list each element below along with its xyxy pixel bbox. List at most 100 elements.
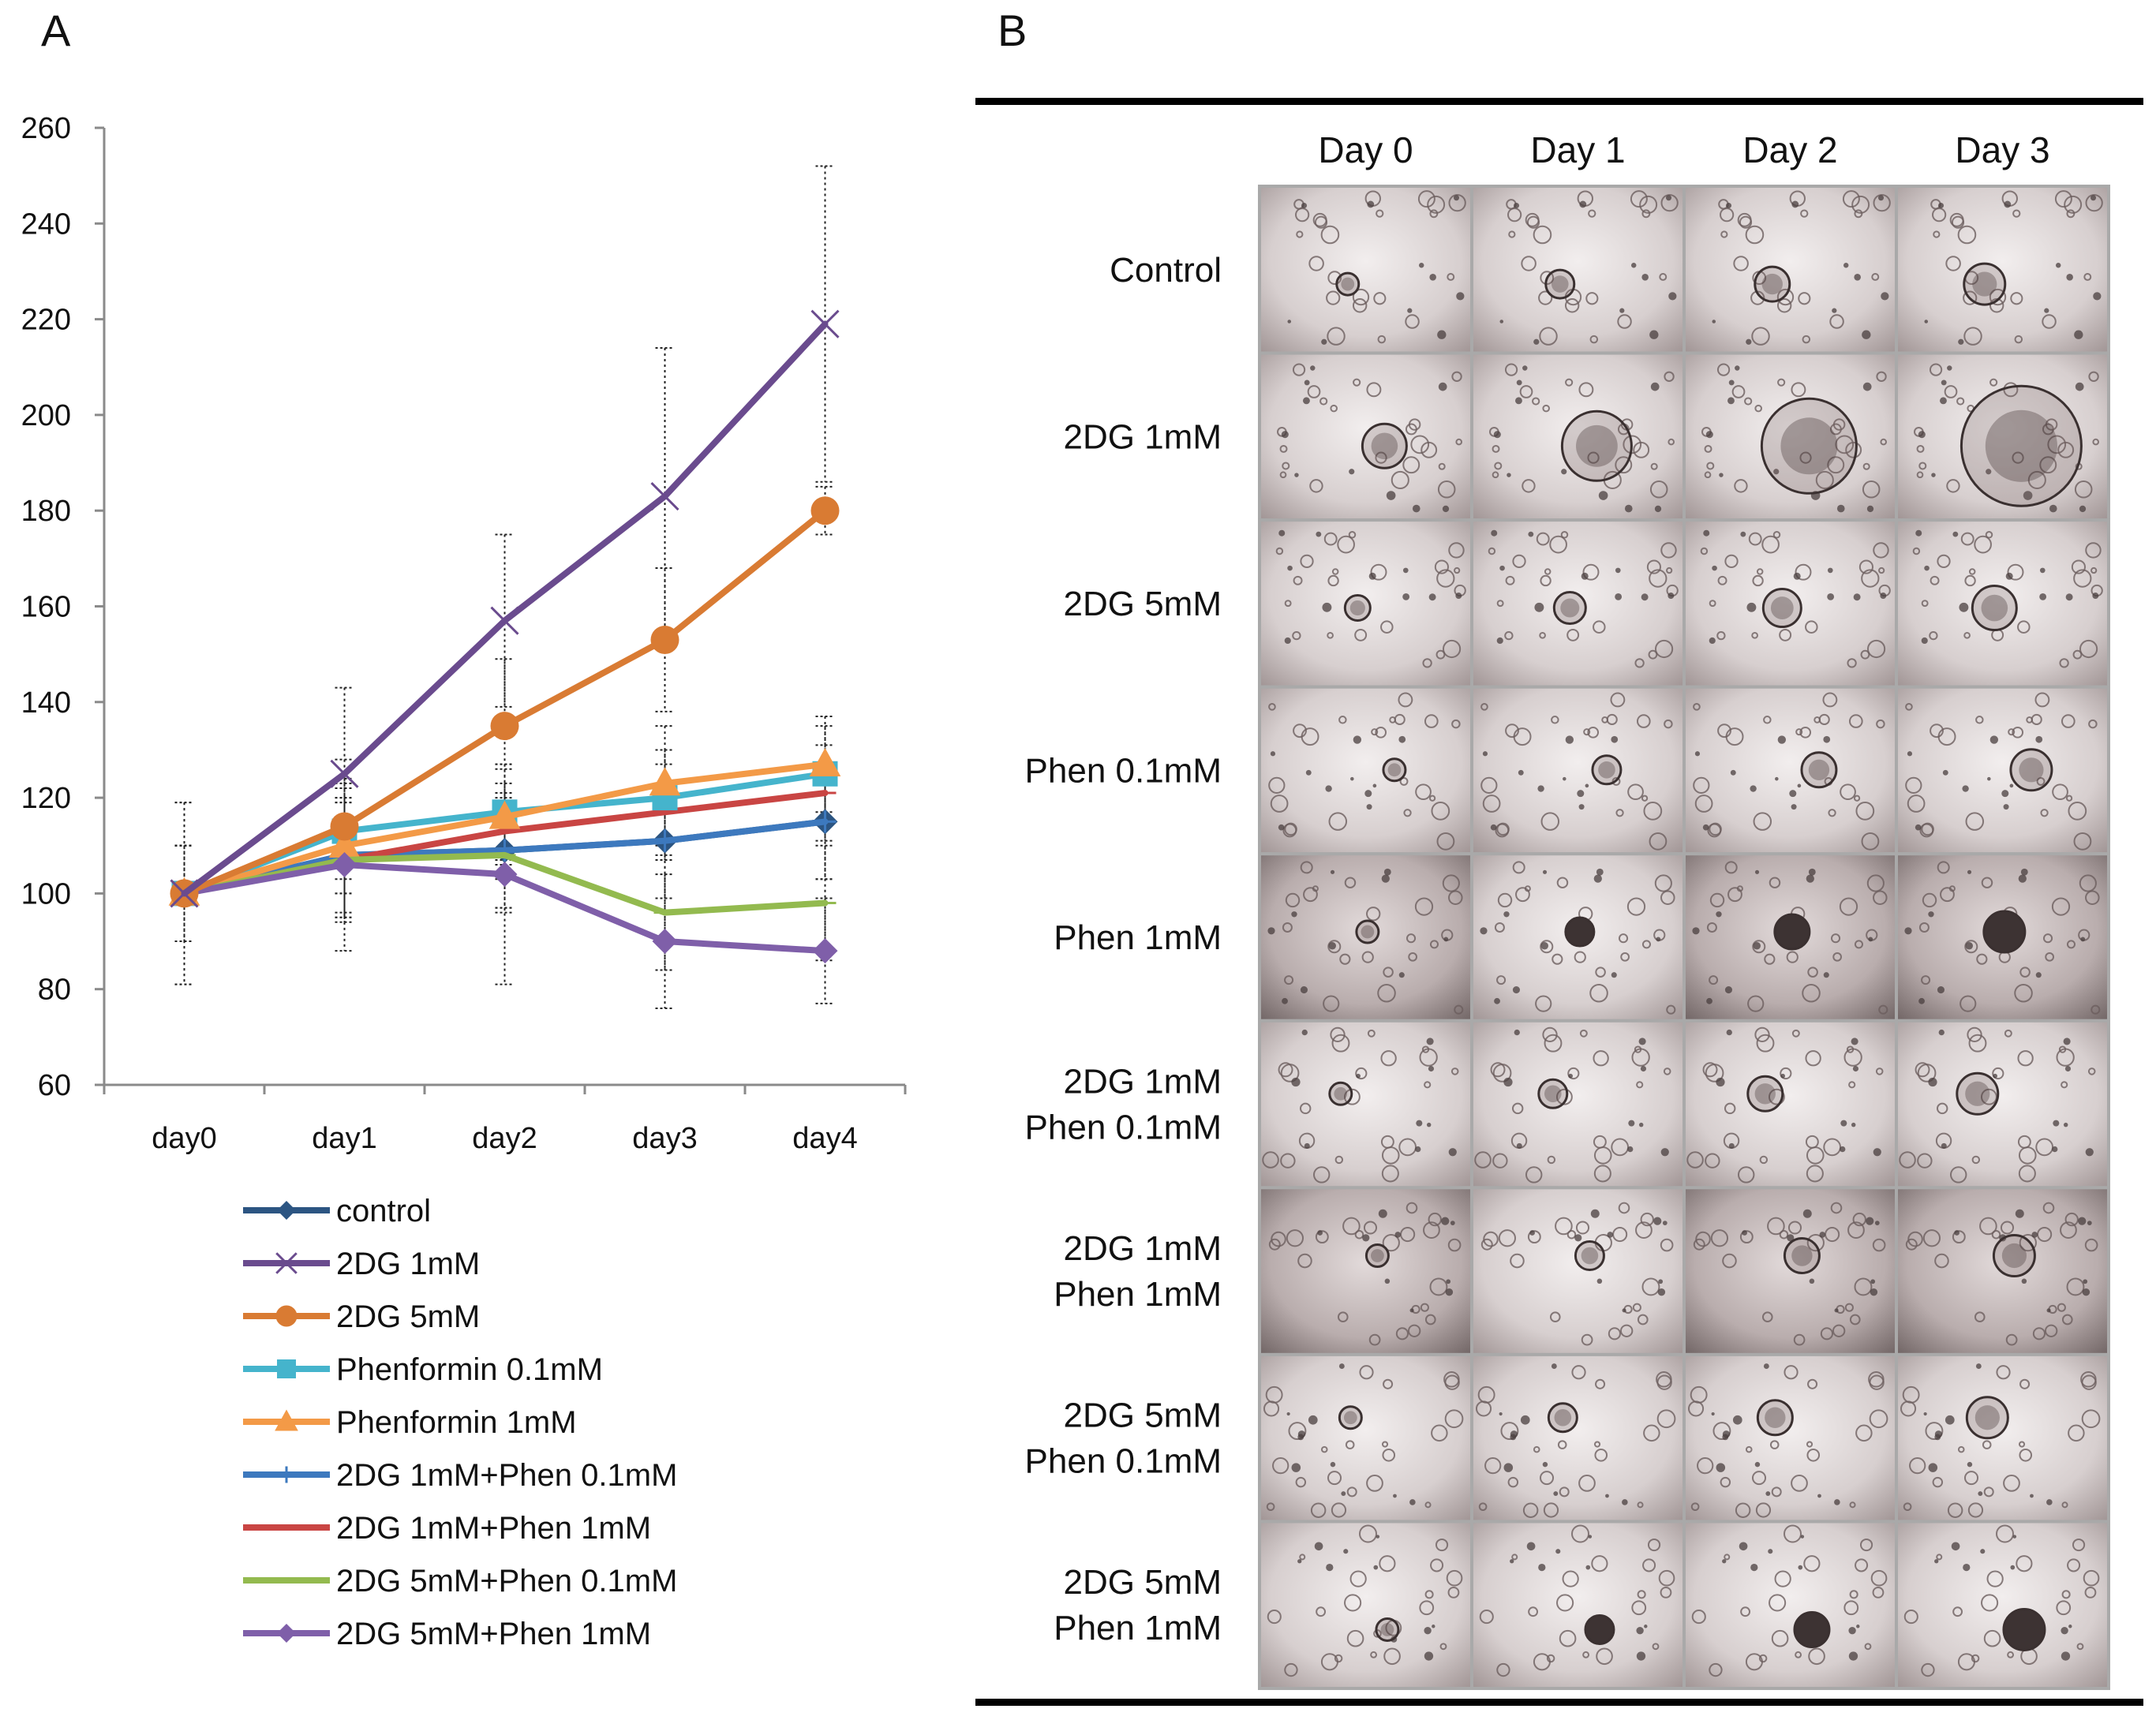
- cell-particle: [1494, 922, 1505, 933]
- cell-particle: [1772, 531, 1781, 539]
- row-label: Control: [1110, 251, 1222, 290]
- cell-particle: [1654, 505, 1662, 513]
- cell-particle: [1823, 735, 1831, 743]
- cell-particle: [1382, 1448, 1396, 1462]
- cell-particle: [1480, 776, 1498, 794]
- cell-particle: [1344, 1594, 1362, 1612]
- cell-particle: [1866, 874, 1885, 892]
- cell-particle: [1436, 569, 1455, 588]
- cell-particle: [1780, 1067, 1792, 1080]
- cell-particle: [1706, 462, 1715, 470]
- cell-particle: [1912, 547, 1921, 555]
- cell-particle: [1791, 382, 1806, 398]
- cell-particle: [1540, 940, 1554, 954]
- cell-particle: [1986, 469, 1992, 475]
- cell-particle: [1872, 1238, 1886, 1252]
- cell-particle: [1924, 320, 1929, 323]
- cell-particle: [1702, 1062, 1718, 1078]
- cell-particle: [1739, 1542, 1748, 1551]
- cell-particle: [1488, 547, 1496, 555]
- cell-particle: [1596, 1278, 1603, 1284]
- cell-particle: [1967, 1502, 1984, 1518]
- cell-particle: [2019, 967, 2031, 978]
- cell-particle: [2064, 1065, 2072, 1072]
- data-point: [490, 606, 519, 635]
- micrograph-tile: [1683, 852, 1898, 1023]
- cell-particle: [1974, 1311, 1986, 1323]
- cell-particle: [1574, 1234, 1582, 1242]
- cell-particle: [1873, 542, 1889, 559]
- cell-particle: [1752, 574, 1764, 587]
- cell-particle: [1515, 887, 1530, 903]
- cell-particle: [1647, 1538, 1661, 1552]
- cell-particle: [2018, 1146, 2037, 1165]
- cell-particle: [1739, 1230, 1754, 1244]
- legend-marker: [275, 1409, 298, 1431]
- cell-particle: [1740, 1606, 1751, 1617]
- cell-particle: [1426, 1038, 1434, 1045]
- cell-particle: [1556, 877, 1569, 888]
- cell-particle: [1775, 776, 1779, 781]
- data-point: [170, 879, 199, 908]
- cell-particle: [1424, 1314, 1436, 1326]
- cell-particle: [1952, 1606, 1963, 1617]
- cell-particle: [1746, 338, 1752, 345]
- cell-particle: [2039, 567, 2046, 574]
- cell-particle: [1915, 529, 1922, 537]
- cell-particle: [1424, 1501, 1432, 1509]
- cell-particle: [1751, 327, 1770, 346]
- cell-particle: [1561, 469, 1567, 475]
- cell-particle: [1803, 1555, 1821, 1572]
- cell-particle: [1480, 927, 1488, 935]
- cell-particle: [2063, 1122, 2068, 1127]
- cell-particle: [1795, 563, 1812, 581]
- cell-particle: [1870, 1279, 1876, 1284]
- cell-particle: [2012, 726, 2024, 738]
- legend-item: control: [243, 1194, 431, 1228]
- cell-particle: [1422, 658, 1432, 668]
- cell-particle: [1909, 1456, 1926, 1475]
- cell-particle: [1542, 1461, 1548, 1468]
- cell-particle: [1559, 1486, 1570, 1498]
- cell-particle: [1658, 1279, 1664, 1284]
- cell-particle: [1300, 554, 1314, 568]
- row-label: Phen 1mM: [1054, 1275, 1222, 1314]
- data-point: [650, 481, 679, 511]
- column-header: Day 2: [1742, 129, 1837, 170]
- row-label: 2DG 5mM: [1064, 585, 1222, 623]
- cell-particle: [1510, 1559, 1514, 1564]
- cell-particle: [2049, 504, 2057, 513]
- cell-particle: [1295, 1476, 1307, 1488]
- organoid-core: [1981, 594, 2008, 622]
- cell-particle: [1638, 1038, 1646, 1045]
- cell-particle: [1622, 1308, 1626, 1313]
- cell-particle: [1834, 1308, 1839, 1313]
- cell-particle: [2074, 330, 2083, 339]
- cell-particle: [1947, 1502, 1963, 1518]
- cell-particle: [1643, 1424, 1660, 1442]
- cell-particle: [1710, 1229, 1729, 1247]
- cell-particle: [1771, 1629, 1789, 1647]
- cell-particle: [1963, 327, 1982, 346]
- micrograph-tile: [1895, 852, 2110, 1023]
- cell-particle: [1286, 1412, 1290, 1416]
- cell-particle: [1668, 438, 1675, 446]
- cell-particle: [1338, 716, 1347, 724]
- cell-particle: [1398, 735, 1406, 743]
- cell-particle: [1373, 292, 1387, 305]
- cell-particle: [1881, 292, 1889, 301]
- organoid-core: [1791, 1245, 1813, 1266]
- data-point: [328, 829, 361, 858]
- cell-particle: [2014, 983, 2033, 1003]
- cell-particle: [1494, 462, 1503, 470]
- cell-particle: [1330, 869, 1335, 874]
- cell-particle: [1733, 256, 1749, 271]
- cell-particle: [1753, 942, 1761, 950]
- cell-particle: [1853, 593, 1861, 601]
- cell-particle: [2075, 382, 2084, 391]
- cell-particle: [1511, 1554, 1518, 1561]
- cell-particle: [1747, 995, 1765, 1012]
- cell-particle: [1630, 262, 1637, 268]
- cell-particle: [1737, 1166, 1755, 1183]
- cell-particle: [1868, 1370, 1885, 1388]
